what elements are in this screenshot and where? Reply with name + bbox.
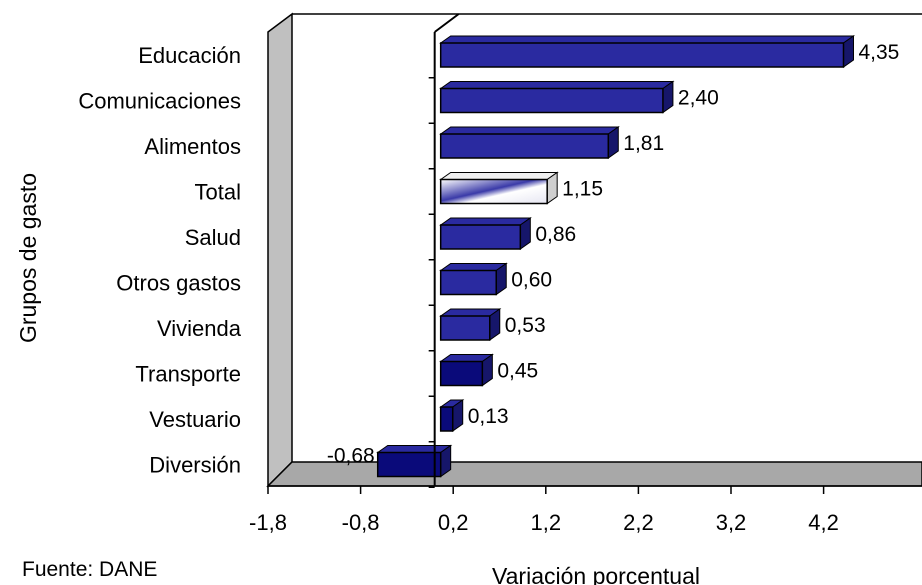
value-label: 4,35: [858, 41, 899, 64]
bar: [439, 171, 559, 205]
value-label: 0,53: [505, 314, 546, 337]
category-label: Diversión: [149, 453, 241, 478]
bar-front-face: [439, 360, 484, 387]
x-tick-label: 1,2: [531, 510, 562, 535]
bar: [376, 444, 453, 478]
x-tick-label: -0,8: [342, 510, 380, 535]
category-label: Salud: [185, 225, 241, 250]
bar-front-face: [439, 406, 454, 432]
bar-top-face: [376, 445, 453, 453]
category-label: Otros gastos: [116, 271, 241, 296]
zero-line-top: [434, 13, 460, 33]
bar: [439, 308, 502, 341]
chart-side-wall: [267, 12, 293, 488]
x-tick-label: 3,2: [716, 510, 747, 535]
bar-top-face: [439, 35, 856, 44]
bar: [439, 399, 465, 432]
value-label: 0,13: [468, 405, 509, 428]
y-axis-title: Grupos de gasto: [15, 173, 41, 343]
bar: [439, 35, 856, 68]
bar-top-face: [439, 263, 508, 271]
bar-front-face: [439, 315, 491, 341]
category-label: Alimentos: [144, 134, 241, 159]
bar-top-face: [439, 126, 620, 135]
category-label: Educación: [138, 43, 241, 68]
bar-front-face: [439, 178, 548, 205]
bar-front-face: [439, 42, 845, 68]
category-label: Transporte: [135, 362, 241, 387]
bar-front-face: [439, 224, 522, 250]
x-tick-label: 2,2: [623, 510, 654, 535]
bar-front-face: [439, 133, 610, 159]
bar: [439, 217, 532, 250]
x-tick-label: 0,2: [438, 510, 469, 535]
bar: [439, 353, 494, 387]
bar-top-face: [439, 81, 675, 89]
value-label: 0,45: [497, 360, 538, 383]
bar-top-face: [439, 217, 532, 226]
value-label: -0,68: [327, 445, 375, 468]
bar: [439, 262, 508, 296]
x-axis-title: Variación porcentual: [492, 563, 700, 585]
bar: [439, 126, 620, 159]
bar: [439, 80, 675, 114]
x-tick-label: 4,2: [808, 510, 839, 535]
value-label: 1,81: [623, 132, 664, 155]
category-label: Vivienda: [157, 316, 242, 341]
value-label: 0,60: [511, 269, 552, 292]
value-label: 0,86: [535, 223, 576, 246]
bar-top-face: [439, 172, 559, 180]
value-label: 1,15: [562, 178, 603, 201]
category-label: Comunicaciones: [78, 89, 241, 114]
x-tick-label: -1,8: [249, 510, 287, 535]
source-note: Fuente: DANE: [22, 558, 158, 581]
value-label: 2,40: [678, 87, 719, 110]
bar-front-face: [439, 269, 497, 296]
category-label: Vestuario: [149, 407, 241, 432]
bar-front-face: [376, 451, 442, 478]
bar-front-face: [439, 87, 664, 114]
category-label: Total: [195, 180, 241, 205]
